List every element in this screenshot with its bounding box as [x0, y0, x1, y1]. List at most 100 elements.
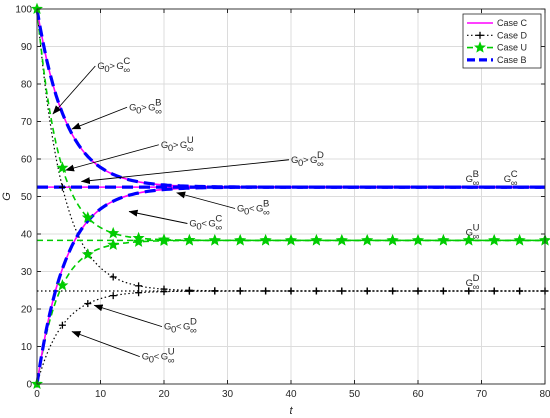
ann-target: G D∞ — [183, 317, 197, 337]
symbol-sup: D — [317, 150, 324, 161]
y-tick-label: 80 — [21, 80, 33, 91]
symbol-sup: C — [123, 56, 130, 67]
y-tick-label: 40 — [21, 230, 33, 241]
symbol-base: G — [148, 102, 155, 113]
star-marker — [183, 234, 196, 246]
ann-g: G — [161, 140, 168, 151]
symbol-sup: C — [511, 169, 518, 180]
legend-label: Case B — [497, 55, 527, 65]
ann-target: G D∞ — [310, 150, 324, 170]
ann-sub0: 0 — [149, 355, 154, 366]
plus-marker — [414, 287, 422, 295]
star-marker — [132, 235, 145, 247]
symbol-base: G — [504, 174, 511, 185]
star-marker — [335, 234, 348, 246]
ann-g: G — [291, 155, 298, 166]
ann-sub0: 0 — [196, 222, 201, 233]
star-marker — [56, 161, 69, 173]
x-tick-label: 50 — [349, 389, 361, 400]
y-tick-label: 20 — [21, 305, 33, 316]
symbol-sub: ∞ — [215, 223, 222, 234]
ann-sub0: 0 — [136, 105, 141, 116]
equilibrium-label-c: G C∞ — [504, 169, 518, 189]
plus-marker — [211, 287, 219, 295]
annotation-g0-gt-gd: G 0 > G D∞ — [291, 150, 324, 170]
symbol-sup: B — [263, 199, 269, 210]
symbol-sup: U — [187, 135, 194, 146]
symbol-sup: B — [155, 97, 161, 108]
star-marker — [107, 238, 120, 250]
ann-relation: > — [173, 140, 179, 151]
x-tick-label: 60 — [412, 389, 424, 400]
symbol-sup: U — [473, 222, 480, 233]
star-marker — [81, 248, 94, 260]
symbol-sub: ∞ — [155, 106, 162, 117]
annotation-arrow — [71, 106, 128, 130]
annotation-g0-gt-gb: G 0 > G B∞ — [129, 97, 162, 117]
annotation-arrow — [52, 65, 96, 115]
ann-g: G — [97, 61, 104, 72]
x-tick-label: 80 — [539, 389, 550, 400]
star-marker — [107, 226, 120, 239]
annotation-arrow — [71, 331, 140, 358]
symbol-sub: ∞ — [263, 208, 270, 219]
symbol-base: G — [466, 174, 473, 185]
star-marker — [361, 234, 374, 246]
plus-marker — [236, 287, 244, 295]
symbol-base: G — [466, 227, 473, 238]
grid — [36, 8, 546, 385]
star-marker — [412, 234, 424, 246]
star-marker — [81, 211, 94, 223]
symbol-sup: U — [168, 347, 175, 358]
symbol-sub: ∞ — [123, 65, 130, 76]
series-line-case-d-from-below — [36, 290, 545, 385]
symbol-base: G — [183, 322, 190, 333]
symbol-sub: ∞ — [187, 144, 194, 155]
x-axis-label: t — [289, 405, 293, 417]
ann-g: G — [142, 352, 149, 363]
symbol-sub: ∞ — [317, 159, 324, 170]
star-marker — [474, 41, 486, 53]
legend-label: Case C — [497, 18, 528, 28]
ann-sub0: 0 — [298, 158, 303, 169]
ann-target: G U∞ — [180, 135, 194, 155]
annotation-arrow — [176, 191, 236, 209]
star-marker — [158, 234, 170, 246]
ann-g: G — [189, 219, 196, 230]
equilibrium-label-u: G U∞ — [466, 222, 480, 242]
annotations: G B∞ G C∞G U∞G D∞G 0 > G C∞G 0 > G B∞G 0 > G U∞G 0 > G D∞G 0 < G… — [52, 56, 518, 367]
y-tick-label: 60 — [21, 155, 33, 166]
plus-marker — [312, 287, 320, 295]
y-tick-label: 50 — [21, 192, 33, 203]
plus-marker — [476, 31, 484, 39]
annotation-arrow — [93, 304, 163, 328]
plus-marker — [109, 292, 117, 300]
star-marker — [208, 234, 221, 246]
ann-target: G B∞ — [256, 199, 270, 219]
ann-sub0: 0 — [104, 64, 109, 75]
x-tick-label: 70 — [476, 389, 488, 400]
symbol-sub: ∞ — [511, 178, 518, 189]
symbol-sub: ∞ — [473, 231, 480, 242]
legend-label: Case U — [497, 43, 527, 53]
symbol-base: G — [161, 352, 168, 363]
plus-marker — [135, 282, 143, 290]
plus-marker — [58, 183, 66, 191]
annotation-arrow — [65, 144, 159, 172]
star-marker — [285, 234, 297, 246]
plus-marker — [465, 287, 473, 295]
x-tick-label: 0 — [34, 389, 40, 400]
star-marker — [513, 234, 526, 246]
ann-relation: < — [154, 352, 160, 363]
annotation-g0-lt-gd: G 0 < G D∞ — [164, 317, 197, 337]
symbol-base: G — [208, 219, 215, 230]
x-tick-label: 30 — [222, 389, 234, 400]
plus-marker — [338, 287, 346, 295]
plus-marker — [58, 321, 66, 329]
plus-marker — [363, 287, 371, 295]
ann-relation: > — [109, 61, 115, 72]
star-marker — [234, 234, 247, 246]
y-tick-label: 90 — [21, 42, 33, 53]
ann-sub0: 0 — [171, 325, 176, 336]
annotation-arrow — [128, 209, 188, 224]
